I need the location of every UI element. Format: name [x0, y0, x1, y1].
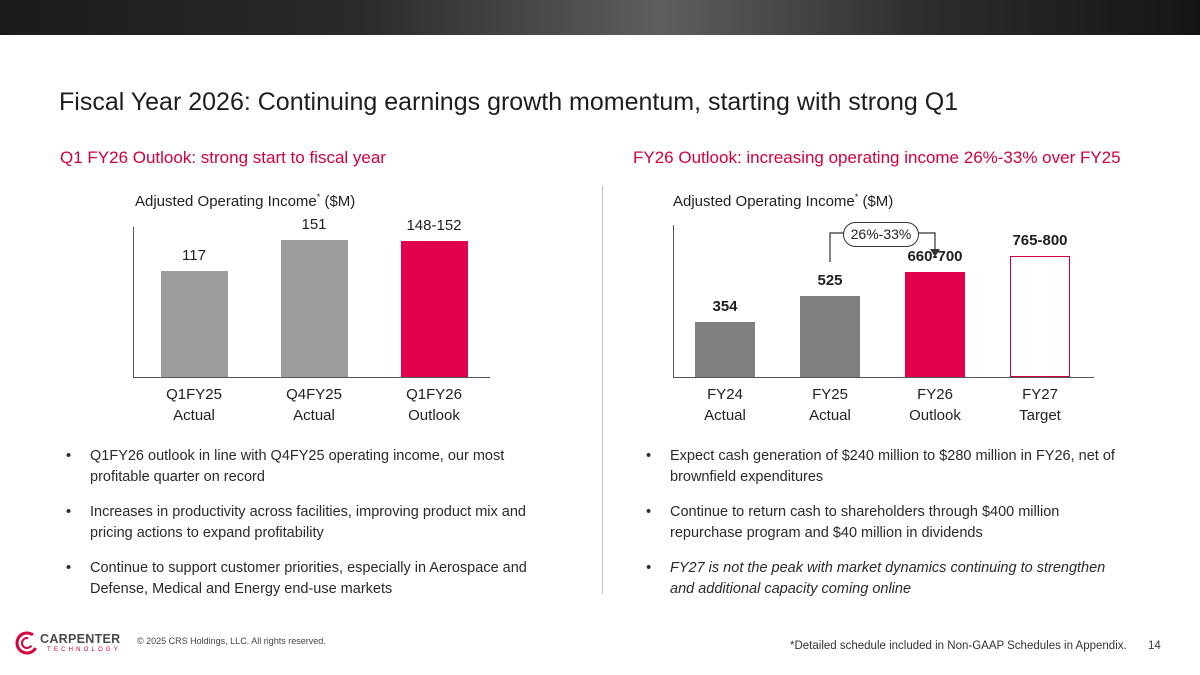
left-bullet-3: Continue to support customer priorities,…	[60, 558, 540, 600]
right-bar-label-3: 660-700	[907, 248, 963, 266]
left-category-label-1: Q1FY25 Actual	[139, 384, 249, 426]
right-category-line1-1: FY24	[707, 386, 743, 403]
right-category-line2-4: Target	[1019, 407, 1061, 424]
right-category-label-3: FY26 Outlook	[880, 384, 990, 426]
left-chart-title-text: Adjusted Operating Income	[135, 193, 317, 210]
right-bar-4	[1010, 256, 1070, 377]
right-bar-label-1: 354	[712, 298, 738, 316]
left-subtitle: Q1 FY26 Outlook: strong start to fiscal …	[60, 148, 386, 167]
left-category-label-3: Q1FY26 Outlook	[379, 384, 489, 426]
right-category-line1-4: FY27	[1022, 386, 1058, 403]
column-divider	[602, 186, 603, 594]
right-bullet-3: FY27 is not the peak with market dynamic…	[640, 558, 1120, 600]
left-bar-label-3: 148-152	[406, 216, 462, 234]
left-category-line1-1: Q1FY25	[166, 386, 222, 403]
logo-wordmark: CARPENTER	[40, 632, 121, 646]
right-chart-title: Adjusted Operating Income* ($M)	[673, 192, 893, 210]
right-bar-label-4: 765-800	[1012, 232, 1068, 250]
left-category-line2-3: Outlook	[408, 407, 460, 424]
right-category-line2-2: Actual	[809, 407, 851, 424]
right-category-label-2: FY25 Actual	[775, 384, 885, 426]
carpenter-logo: CARPENTER TECHNOLOGY	[15, 630, 125, 656]
right-subtitle: FY26 Outlook: increasing operating incom…	[633, 148, 1121, 167]
footnote: *Detailed schedule included in Non-GAAP …	[790, 640, 1127, 652]
copyright-notice: © 2025 CRS Holdings, LLC. All rights res…	[137, 636, 326, 646]
left-chart-x-axis	[133, 377, 490, 378]
left-bar-2	[280, 239, 348, 377]
right-category-line1-2: FY25	[812, 386, 848, 403]
right-bullet-1: Expect cash generation of $240 million t…	[640, 446, 1120, 488]
left-category-line1-3: Q1FY26	[406, 386, 462, 403]
left-bar-label-1: 117	[182, 246, 206, 264]
right-bar-label-2: 525	[817, 272, 843, 290]
right-bar-1	[695, 322, 755, 377]
left-bar-3	[400, 240, 468, 377]
left-bar-label-2: 151	[301, 215, 327, 233]
right-category-label-1: FY24 Actual	[670, 384, 780, 426]
page-number: 14	[1148, 640, 1161, 652]
carpenter-logo-icon	[15, 631, 39, 655]
right-bar-3	[905, 272, 965, 377]
left-chart-title: Adjusted Operating Income* ($M)	[135, 192, 355, 210]
left-category-line1-2: Q4FY25	[286, 386, 342, 403]
right-chart-title-unit: ($M)	[862, 193, 894, 210]
right-category-line1-3: FY26	[917, 386, 953, 403]
left-category-line2-2: Actual	[293, 407, 335, 424]
left-chart-title-asterisk: *	[316, 192, 321, 202]
logo-subtext: TECHNOLOGY	[47, 647, 122, 653]
right-chart-y-axis	[673, 225, 674, 378]
left-chart-y-axis	[133, 227, 134, 378]
right-chart-title-asterisk: *	[854, 192, 859, 202]
left-bullet-1: Q1FY26 outlook in line with Q4FY25 opera…	[60, 446, 540, 488]
left-bullet-2: Increases in productivity across facilit…	[60, 502, 540, 544]
right-bullet-2: Continue to return cash to shareholders …	[640, 502, 1120, 544]
right-category-line2-1: Actual	[704, 407, 746, 424]
left-category-label-2: Q4FY25 Actual	[259, 384, 369, 426]
right-chart-x-axis	[673, 377, 1094, 378]
slide-title: Fiscal Year 2026: Continuing earnings gr…	[59, 88, 959, 116]
growth-range-label: 26%-33%	[843, 222, 919, 247]
top-banner	[0, 0, 1200, 35]
right-category-label-4: FY27 Target	[985, 384, 1095, 426]
left-chart-title-unit: ($M)	[324, 193, 356, 210]
right-category-line2-3: Outlook	[909, 407, 961, 424]
left-bar-1	[160, 270, 228, 377]
right-chart-title-text: Adjusted Operating Income	[673, 193, 855, 210]
left-category-line2-1: Actual	[173, 407, 215, 424]
right-bullet-list: Expect cash generation of $240 million t…	[640, 446, 1120, 614]
left-bullet-list: Q1FY26 outlook in line with Q4FY25 opera…	[60, 446, 540, 614]
right-bar-2	[800, 296, 860, 377]
